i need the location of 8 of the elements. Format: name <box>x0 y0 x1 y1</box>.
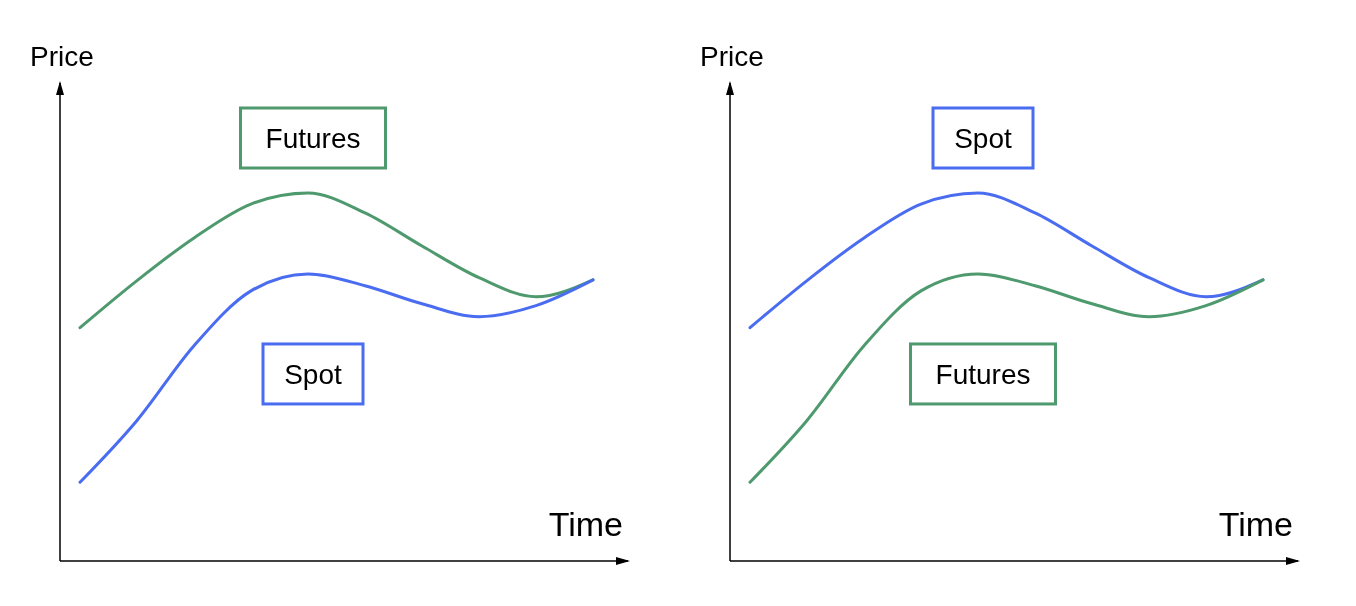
text: Futures <box>935 358 1031 390</box>
y-axis-title: Price <box>30 41 94 72</box>
series-label: Spot <box>954 123 1013 154</box>
y-axis-title: Price <box>700 41 764 72</box>
x-axis-title: Time <box>548 505 623 543</box>
series-label: Futures <box>265 123 361 154</box>
text: Spot <box>284 358 343 390</box>
x-axis-title: Time <box>1218 505 1293 543</box>
